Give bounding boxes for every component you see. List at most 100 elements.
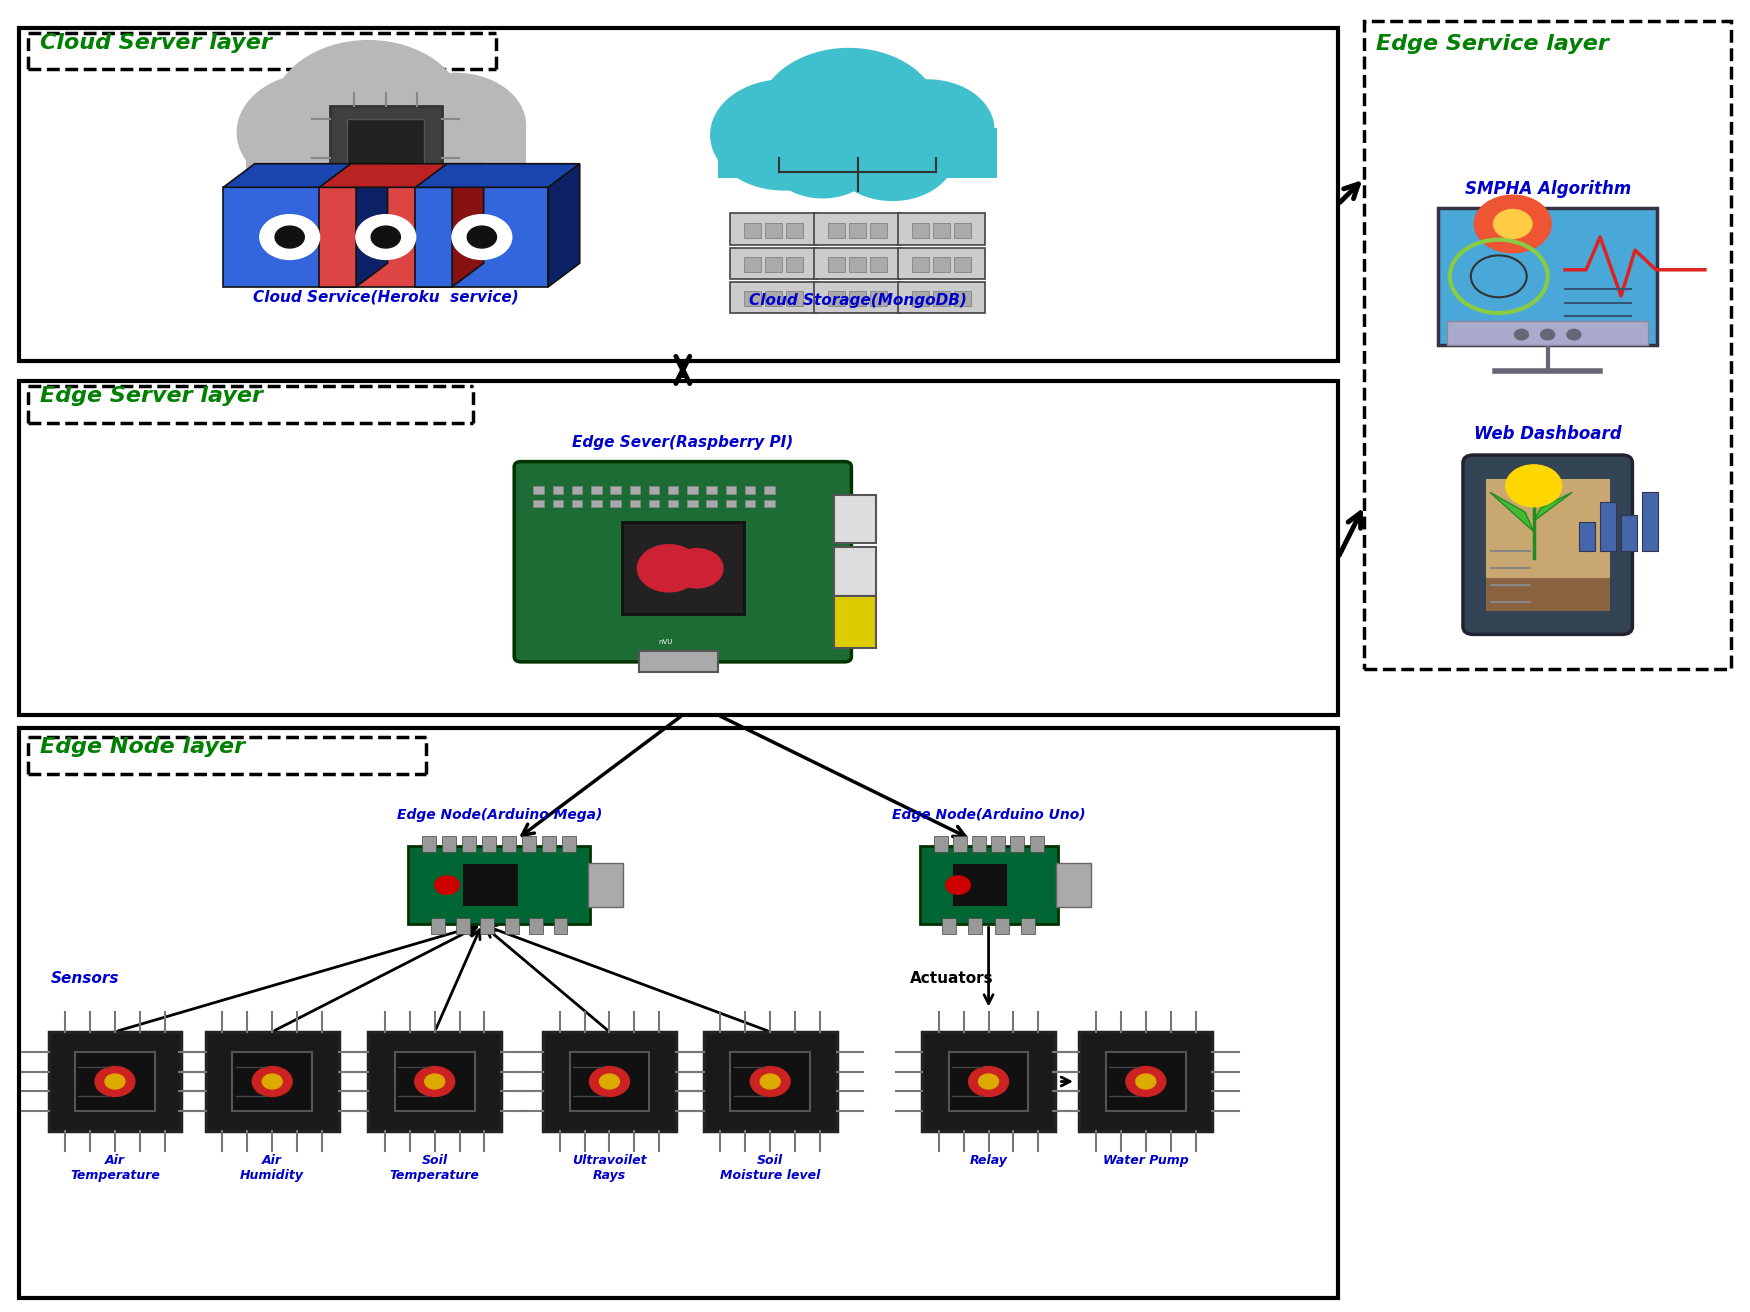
FancyBboxPatch shape bbox=[786, 257, 803, 273]
FancyBboxPatch shape bbox=[1080, 1031, 1213, 1131]
Circle shape bbox=[970, 1067, 1008, 1097]
FancyBboxPatch shape bbox=[1055, 863, 1090, 908]
FancyBboxPatch shape bbox=[1010, 836, 1024, 851]
Circle shape bbox=[710, 80, 858, 190]
FancyBboxPatch shape bbox=[1578, 522, 1594, 551]
FancyBboxPatch shape bbox=[968, 918, 982, 934]
Text: Ultravoilet
Rays: Ultravoilet Rays bbox=[572, 1153, 648, 1182]
FancyBboxPatch shape bbox=[954, 866, 1006, 905]
FancyBboxPatch shape bbox=[621, 522, 744, 614]
FancyBboxPatch shape bbox=[455, 918, 469, 934]
FancyBboxPatch shape bbox=[814, 214, 901, 245]
FancyBboxPatch shape bbox=[765, 291, 782, 307]
Circle shape bbox=[1136, 1075, 1155, 1089]
FancyBboxPatch shape bbox=[1029, 836, 1043, 851]
Circle shape bbox=[670, 548, 723, 588]
FancyBboxPatch shape bbox=[688, 500, 698, 508]
FancyBboxPatch shape bbox=[569, 1052, 649, 1111]
FancyBboxPatch shape bbox=[329, 106, 441, 178]
Circle shape bbox=[394, 199, 408, 210]
Circle shape bbox=[262, 1075, 282, 1089]
Circle shape bbox=[1125, 1067, 1166, 1097]
Circle shape bbox=[637, 544, 700, 592]
Circle shape bbox=[364, 213, 378, 223]
Circle shape bbox=[600, 1075, 619, 1089]
Text: Edge Server layer: Edge Server layer bbox=[40, 386, 262, 407]
FancyBboxPatch shape bbox=[898, 248, 985, 279]
Text: Cloud Storage(MongoDB): Cloud Storage(MongoDB) bbox=[749, 294, 966, 308]
FancyBboxPatch shape bbox=[949, 1052, 1029, 1111]
FancyBboxPatch shape bbox=[870, 291, 887, 307]
FancyBboxPatch shape bbox=[1600, 501, 1615, 551]
FancyBboxPatch shape bbox=[704, 1031, 836, 1131]
FancyBboxPatch shape bbox=[502, 836, 516, 851]
Circle shape bbox=[945, 876, 970, 895]
FancyBboxPatch shape bbox=[849, 257, 866, 273]
FancyBboxPatch shape bbox=[744, 223, 761, 239]
FancyBboxPatch shape bbox=[730, 248, 817, 279]
Text: Air
Temperature: Air Temperature bbox=[70, 1153, 159, 1182]
Circle shape bbox=[94, 1067, 135, 1097]
FancyBboxPatch shape bbox=[572, 500, 583, 508]
FancyBboxPatch shape bbox=[247, 126, 525, 185]
FancyBboxPatch shape bbox=[952, 836, 966, 851]
Circle shape bbox=[273, 41, 464, 185]
FancyBboxPatch shape bbox=[396, 1052, 474, 1111]
Text: Edge Node(Arduino Mega): Edge Node(Arduino Mega) bbox=[397, 808, 602, 823]
FancyBboxPatch shape bbox=[522, 836, 536, 851]
Polygon shape bbox=[355, 164, 387, 287]
FancyBboxPatch shape bbox=[835, 495, 875, 543]
FancyBboxPatch shape bbox=[971, 836, 985, 851]
FancyBboxPatch shape bbox=[611, 487, 621, 495]
FancyBboxPatch shape bbox=[562, 836, 576, 851]
FancyBboxPatch shape bbox=[828, 257, 845, 273]
FancyBboxPatch shape bbox=[933, 836, 947, 851]
FancyBboxPatch shape bbox=[814, 248, 901, 279]
FancyBboxPatch shape bbox=[534, 487, 544, 495]
FancyBboxPatch shape bbox=[990, 836, 1004, 851]
Circle shape bbox=[1566, 329, 1580, 340]
FancyBboxPatch shape bbox=[744, 257, 761, 273]
FancyBboxPatch shape bbox=[592, 500, 602, 508]
FancyBboxPatch shape bbox=[765, 223, 782, 239]
Text: Edge Node layer: Edge Node layer bbox=[40, 737, 245, 757]
FancyBboxPatch shape bbox=[1486, 479, 1610, 611]
Text: Air
Humidity: Air Humidity bbox=[240, 1153, 304, 1182]
FancyBboxPatch shape bbox=[954, 257, 971, 273]
FancyBboxPatch shape bbox=[933, 257, 950, 273]
Circle shape bbox=[238, 73, 394, 192]
FancyBboxPatch shape bbox=[422, 836, 436, 851]
FancyBboxPatch shape bbox=[730, 214, 817, 245]
FancyBboxPatch shape bbox=[765, 487, 775, 495]
FancyBboxPatch shape bbox=[765, 257, 782, 273]
Circle shape bbox=[354, 102, 486, 202]
FancyBboxPatch shape bbox=[835, 596, 875, 648]
Circle shape bbox=[252, 1067, 292, 1097]
FancyBboxPatch shape bbox=[649, 500, 660, 508]
Text: Edge Service layer: Edge Service layer bbox=[1377, 34, 1610, 54]
Polygon shape bbox=[224, 188, 355, 287]
FancyBboxPatch shape bbox=[919, 846, 1057, 924]
Circle shape bbox=[751, 1067, 789, 1097]
Text: Soil
Temperature: Soil Temperature bbox=[390, 1153, 480, 1182]
Circle shape bbox=[1505, 464, 1561, 506]
FancyBboxPatch shape bbox=[430, 918, 444, 934]
Text: Cloud Server layer: Cloud Server layer bbox=[40, 33, 271, 52]
Circle shape bbox=[355, 215, 416, 260]
Polygon shape bbox=[415, 164, 579, 188]
Circle shape bbox=[590, 1067, 630, 1097]
FancyBboxPatch shape bbox=[1438, 207, 1657, 345]
FancyBboxPatch shape bbox=[649, 487, 660, 495]
FancyBboxPatch shape bbox=[528, 918, 542, 934]
Circle shape bbox=[422, 213, 436, 223]
Polygon shape bbox=[452, 164, 483, 287]
FancyBboxPatch shape bbox=[1106, 1052, 1186, 1111]
FancyBboxPatch shape bbox=[592, 487, 602, 495]
FancyBboxPatch shape bbox=[765, 500, 775, 508]
FancyBboxPatch shape bbox=[828, 291, 845, 307]
FancyBboxPatch shape bbox=[542, 836, 556, 851]
FancyBboxPatch shape bbox=[835, 547, 875, 596]
Text: nVU: nVU bbox=[658, 639, 672, 644]
FancyBboxPatch shape bbox=[639, 652, 718, 672]
FancyBboxPatch shape bbox=[480, 918, 494, 934]
